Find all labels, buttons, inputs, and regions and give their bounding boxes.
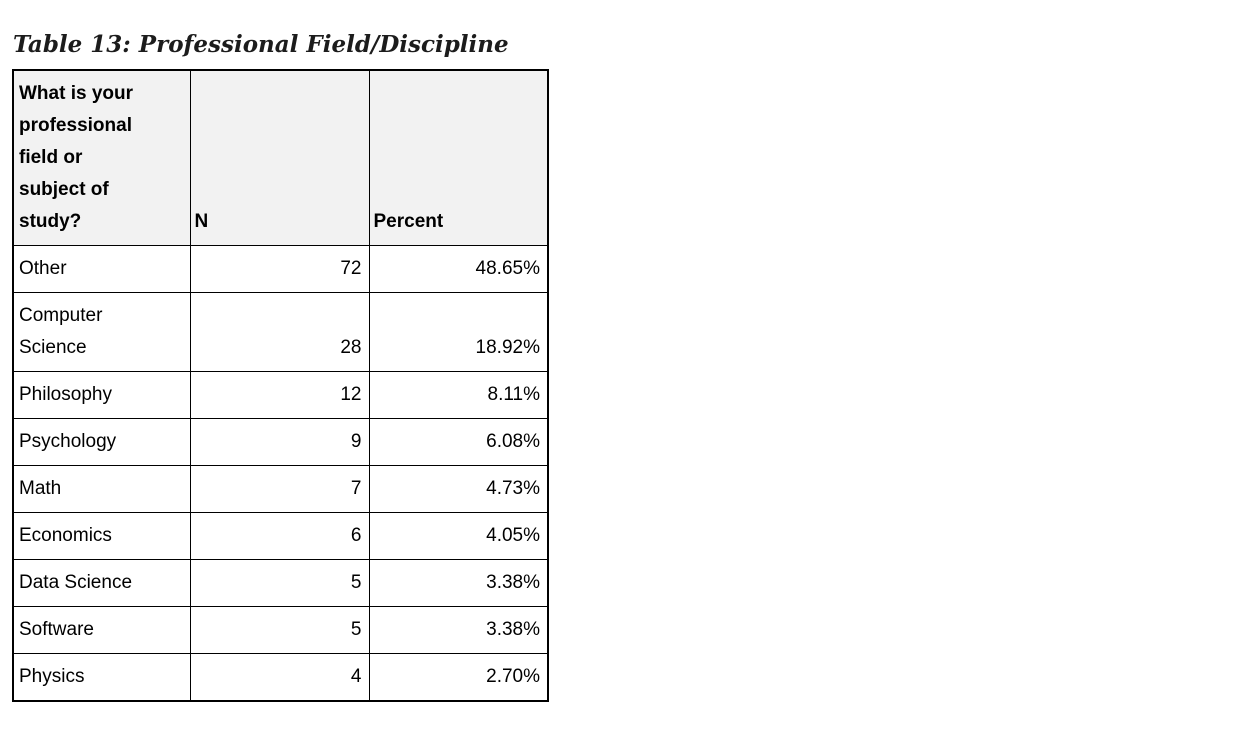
table-row: Data Science 5 3.38% [12,559,549,607]
cell-percent: 3.38% [368,559,549,607]
cell-n: 6 [189,512,370,560]
cell-percent: 48.65% [368,245,549,293]
cell-percent: 4.05% [368,512,549,560]
cell-field: Other [12,245,191,293]
cell-field: Physics [12,653,191,702]
cell-percent: 18.92% [368,292,549,372]
table-row: Other 72 48.65% [12,245,549,293]
cell-percent: 4.73% [368,465,549,513]
header-cell-n: N [189,69,370,246]
cell-field: Math [12,465,191,513]
cell-field: Economics [12,512,191,560]
table-header-row: What is your professional field or subje… [12,69,549,246]
cell-n: 5 [189,559,370,607]
table-caption: Table 13: Professional Field/Discipline [13,31,509,58]
cell-n: 12 [189,371,370,419]
cell-percent: 6.08% [368,418,549,466]
cell-n: 28 [189,292,370,372]
cell-field: Computer Science [12,292,191,372]
cell-percent: 3.38% [368,606,549,654]
table-row: Psychology 9 6.08% [12,418,549,466]
table-row: Software 5 3.38% [12,606,549,654]
cell-n: 5 [189,606,370,654]
header-cell-percent: Percent [368,69,549,246]
cell-field: Software [12,606,191,654]
professional-field-table: What is your professional field or subje… [12,69,549,702]
table-row: Physics 4 2.70% [12,653,549,702]
cell-field: Data Science [12,559,191,607]
header-cell-question: What is your professional field or subje… [12,69,191,246]
table-row: Math 7 4.73% [12,465,549,513]
cell-n: 9 [189,418,370,466]
cell-n: 72 [189,245,370,293]
cell-field: Philosophy [12,371,191,419]
table-row: Economics 6 4.05% [12,512,549,560]
table-row: Philosophy 12 8.11% [12,371,549,419]
cell-percent: 8.11% [368,371,549,419]
document-content: Table 13: Professional Field/Discipline … [12,30,549,702]
cell-n: 7 [189,465,370,513]
cell-field: Psychology [12,418,191,466]
cell-n: 4 [189,653,370,702]
cell-percent: 2.70% [368,653,549,702]
table-row: Computer Science 28 18.92% [12,292,549,372]
